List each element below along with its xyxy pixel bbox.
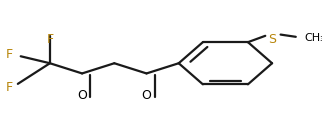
- Text: F: F: [6, 48, 13, 61]
- Text: O: O: [142, 89, 151, 102]
- Text: CH₃: CH₃: [304, 33, 322, 43]
- Text: F: F: [6, 81, 13, 94]
- Text: O: O: [77, 89, 87, 102]
- Text: F: F: [46, 33, 53, 46]
- Text: S: S: [268, 33, 276, 46]
